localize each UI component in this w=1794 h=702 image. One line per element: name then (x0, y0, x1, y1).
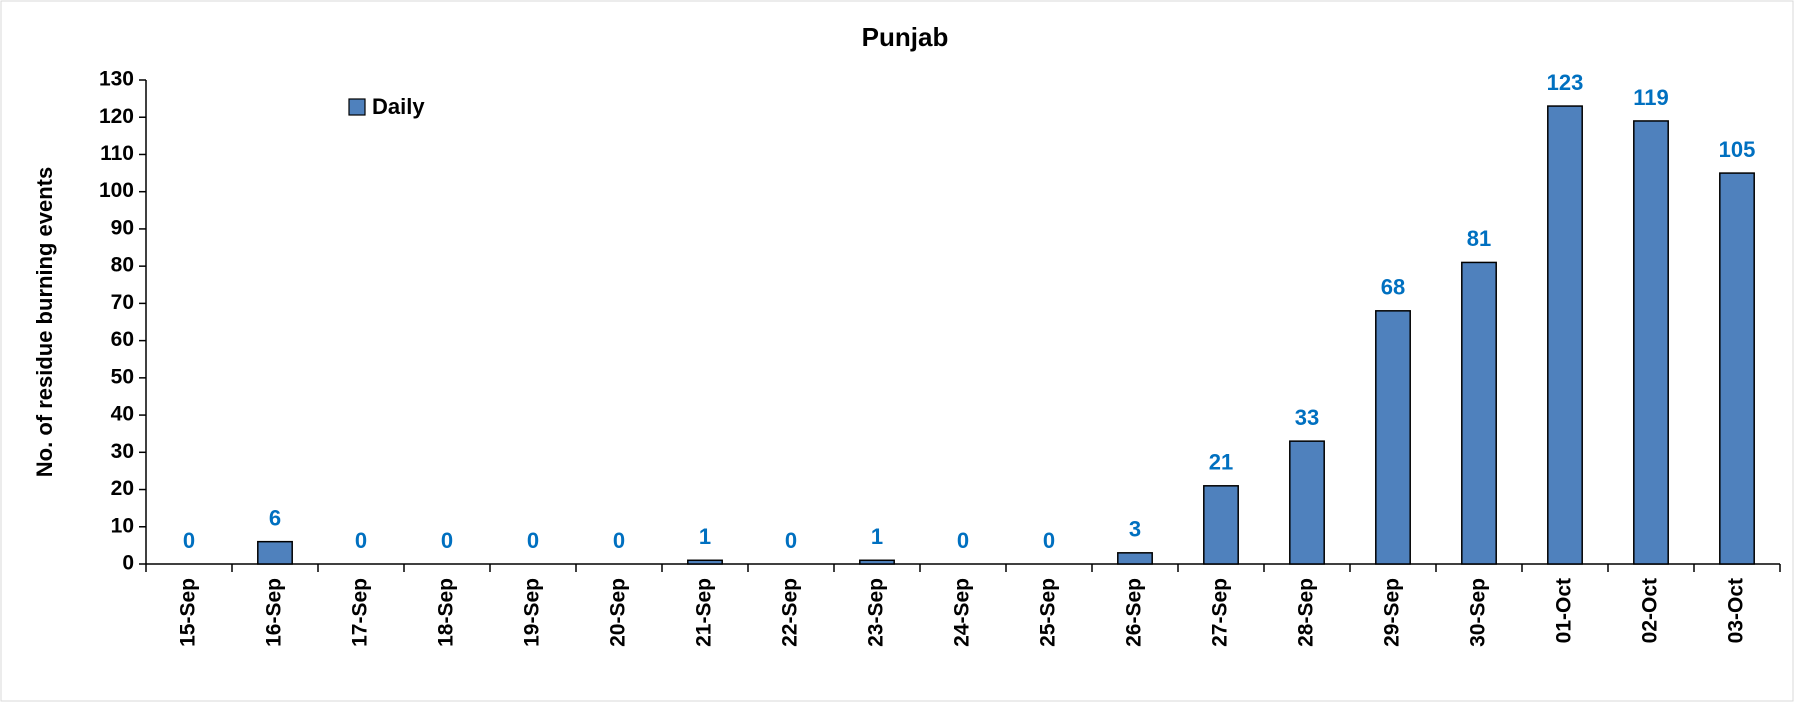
x-tick-label: 20-Sep (607, 578, 630, 647)
x-tick-label: 17-Sep (349, 578, 372, 647)
bar (1547, 105, 1583, 565)
y-tick-label: 90 (111, 216, 134, 239)
value-label: 105 (1719, 137, 1756, 162)
value-label: 1 (699, 524, 711, 549)
x-tick-label: 16-Sep (263, 578, 286, 647)
x-tick-label: 23-Sep (865, 578, 888, 647)
value-label: 81 (1467, 226, 1491, 251)
value-label: 6 (269, 505, 281, 530)
legend-swatch (348, 98, 366, 116)
value-label: 21 (1209, 450, 1233, 475)
x-tick-label: 26-Sep (1123, 578, 1146, 647)
y-tick-label: 10 (111, 514, 134, 537)
bar (1289, 440, 1325, 565)
value-label: 33 (1295, 405, 1319, 430)
legend-label: Daily (372, 94, 425, 119)
value-label: 0 (355, 528, 367, 553)
x-tick-label: 25-Sep (1037, 578, 1060, 647)
x-tick-label: 27-Sep (1209, 578, 1232, 647)
bar (1375, 310, 1411, 565)
value-label: 1 (871, 524, 883, 549)
x-tick-label: 02-Oct (1639, 578, 1662, 643)
x-tick-label: 30-Sep (1467, 578, 1490, 647)
value-label: 0 (183, 528, 195, 553)
value-label: 123 (1547, 70, 1584, 95)
bar (1461, 261, 1497, 565)
y-tick-label: 80 (111, 254, 134, 277)
x-tick-label: 15-Sep (177, 578, 200, 647)
y-tick-label: 60 (111, 328, 134, 351)
x-tick-label: 22-Sep (779, 578, 802, 647)
bar (1117, 552, 1153, 565)
y-tick-label: 120 (99, 105, 134, 128)
x-tick-label: 03-Oct (1725, 578, 1748, 643)
value-label: 0 (613, 528, 625, 553)
chart-title: Punjab (862, 22, 949, 52)
y-tick-label: 100 (99, 179, 134, 202)
y-tick-label: 40 (111, 403, 134, 426)
x-tick-label: 21-Sep (693, 578, 716, 647)
value-label: 0 (441, 528, 453, 553)
y-tick-label: 130 (99, 68, 134, 91)
value-label: 3 (1129, 517, 1141, 542)
x-tick-label: 01-Oct (1553, 578, 1576, 643)
x-tick-label: 19-Sep (521, 578, 544, 647)
bar (257, 540, 293, 565)
x-tick-label: 18-Sep (435, 578, 458, 647)
bar (1203, 485, 1239, 565)
value-label: 0 (527, 528, 539, 553)
y-tick-label: 50 (111, 365, 134, 388)
y-tick-label: 70 (111, 291, 134, 314)
value-label: 0 (1043, 528, 1055, 553)
y-tick-label: 0 (122, 552, 134, 575)
bar (1719, 172, 1755, 565)
value-label: 68 (1381, 275, 1405, 300)
bar (1633, 120, 1669, 565)
value-label: 119 (1633, 85, 1669, 110)
value-label: 0 (785, 528, 797, 553)
y-axis-label: No. of residue burning events (32, 167, 57, 477)
value-label: 0 (957, 528, 969, 553)
x-tick-label: 29-Sep (1381, 578, 1404, 647)
y-tick-label: 110 (100, 142, 134, 165)
y-tick-label: 20 (111, 477, 134, 500)
x-tick-label: 28-Sep (1295, 578, 1318, 647)
bar (687, 559, 723, 565)
y-tick-label: 30 (111, 440, 134, 463)
bar (859, 559, 895, 565)
x-tick-label: 24-Sep (951, 578, 974, 647)
